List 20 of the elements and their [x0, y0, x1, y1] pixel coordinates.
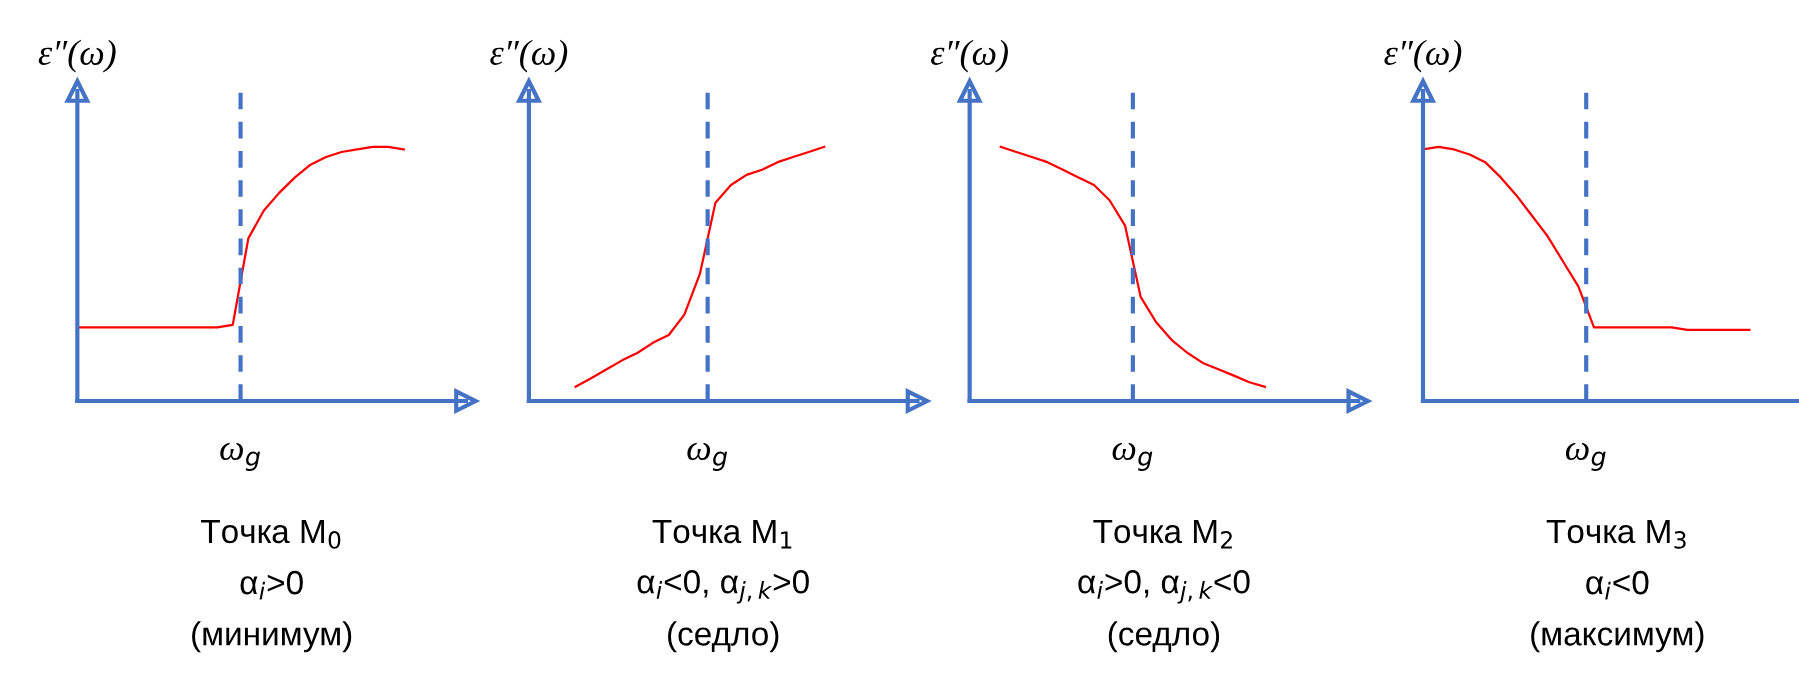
text: ω$_{g}$	[1112, 442, 1153, 471]
text: (седло)	[668, 621, 779, 653]
text: ω$_{g}$	[1565, 442, 1606, 471]
text: Точка M$_{0}$	[201, 520, 341, 549]
text: Точка M$_{3}$	[1546, 520, 1686, 549]
text: α$_{i}$<0	[1586, 570, 1649, 600]
text: ω$_{g}$	[220, 442, 260, 471]
text: ω$_{g}$	[687, 442, 728, 471]
y-axis-title: ε″(ω)	[1384, 39, 1462, 73]
text: (минимум)	[192, 621, 352, 653]
y-axis-title: ε″(ω)	[931, 39, 1008, 73]
text: (седло)	[1108, 621, 1220, 653]
text: Точка M$_{2}$	[1093, 520, 1232, 549]
text: α$_{i}$<0, α$_{j,k}$>0	[637, 570, 809, 604]
text: α$_{i}$>0, α$_{j,k}$<0	[1078, 570, 1250, 604]
text: α$_{i}$>0	[240, 570, 303, 600]
text: (максимум)	[1531, 621, 1704, 653]
text: Точка M$_{1}$	[652, 520, 792, 549]
y-axis-title: ε″(ω)	[490, 39, 568, 73]
y-axis-title: ε″(ω)	[38, 39, 116, 73]
